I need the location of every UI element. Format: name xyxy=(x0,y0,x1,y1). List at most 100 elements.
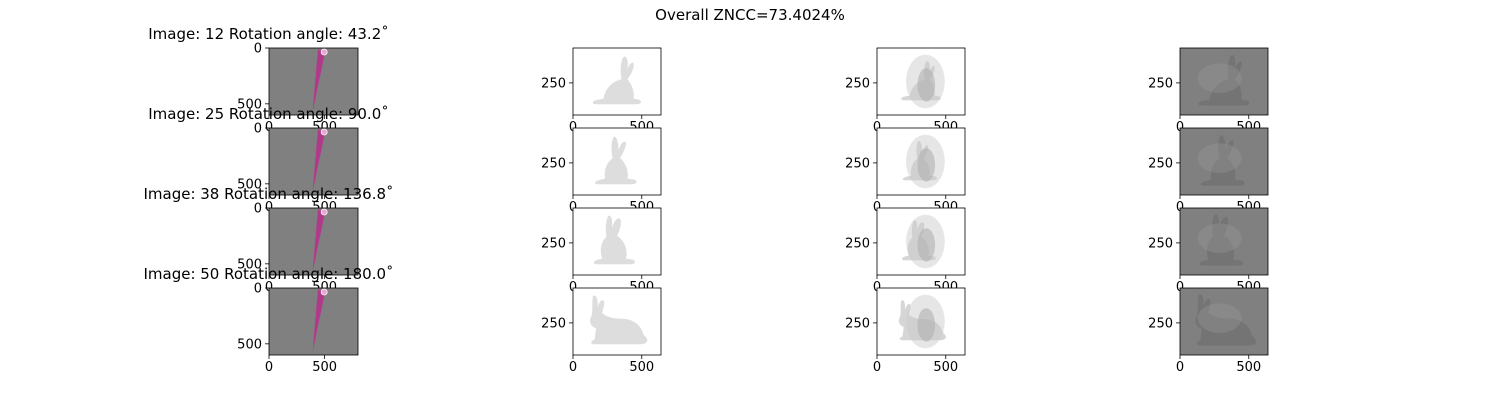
projection-wedge xyxy=(312,289,326,352)
projection-wedge xyxy=(312,129,326,192)
projection-wedge xyxy=(312,49,326,112)
reconstruction-core xyxy=(917,308,936,342)
panel-frame xyxy=(572,287,662,356)
panel-frame xyxy=(1179,287,1269,356)
panel-r1-c1-xtick-label: 0 xyxy=(265,120,273,135)
row-title: Image: 38 Rotation angle: 136.8˚ xyxy=(143,185,393,203)
panel-frame xyxy=(572,127,662,196)
panel-r3-c4-ytick-label: 250 xyxy=(1148,236,1173,251)
projection-wedge xyxy=(312,209,326,272)
panel-r1-c4-ytick-label: 250 xyxy=(1148,76,1173,91)
panel-r4-c4-xtick-label: 0 xyxy=(1176,360,1184,375)
source-marker xyxy=(320,128,328,136)
panel-r1-c1-ytick-label: 500 xyxy=(237,97,262,112)
reconstruction-core xyxy=(917,148,936,182)
bunny-difference xyxy=(1195,293,1257,346)
bunny-difference xyxy=(1200,135,1245,186)
panel-r4-c1-xtick-label: 500 xyxy=(312,360,337,375)
panel-r2-c1-ytick-label: 500 xyxy=(237,177,262,192)
panel-r1-c2-xtick-label: 0 xyxy=(569,120,577,135)
panel-r2-c3-ytick-label: 250 xyxy=(845,156,870,171)
panel-frame xyxy=(268,47,359,116)
panel-r4-c2-xtick-label: 0 xyxy=(569,360,577,375)
bunny-projection xyxy=(593,215,636,265)
bunny-difference xyxy=(1199,214,1244,266)
bunny-difference xyxy=(1198,55,1250,106)
panel-r3-c3-ytick-label: 250 xyxy=(845,236,870,251)
panel-frame xyxy=(876,47,966,116)
panel-r4-c3: 0 500 250 xyxy=(845,287,966,375)
panel-r3-c1-xtick-label: 0 xyxy=(265,280,273,295)
panel-r4-c2-ytick-label: 250 xyxy=(541,316,566,331)
panel-r4-c2: 0 500 250 xyxy=(541,287,662,375)
difference-halo xyxy=(1197,223,1242,253)
bunny-projection xyxy=(592,56,641,105)
panel-r4-c1-ytick-label: 0 xyxy=(254,282,262,297)
panel-frame xyxy=(876,287,966,356)
panel-r2-c4-ytick-label: 250 xyxy=(1148,156,1173,171)
panel-r2-c2-xtick-label: 0 xyxy=(569,200,577,215)
panel-frame xyxy=(876,207,966,276)
panel-r2-c4-xtick-label: 0 xyxy=(1176,200,1184,215)
panel-frame xyxy=(268,287,359,356)
panel-r1-c3-xtick-label: 0 xyxy=(873,120,881,135)
panel-r3-c2-ytick-label: 250 xyxy=(541,236,566,251)
panel-r1-c4-xtick-label: 0 xyxy=(1176,120,1184,135)
difference-halo xyxy=(1197,303,1242,333)
panel-r4-c1-ytick-label: 500 xyxy=(237,337,262,352)
panel-r4-c3-ytick-label: 250 xyxy=(845,316,870,331)
panel-r3-c4-xtick-label: 0 xyxy=(1176,280,1184,295)
panel-r3-c2-xtick-label: 0 xyxy=(569,280,577,295)
panel-r2-c3-xtick-label: 0 xyxy=(873,200,881,215)
panel-r4-c3-xtick-label: 0 xyxy=(873,360,881,375)
row-title: Image: 50 Rotation angle: 180.0˚ xyxy=(143,265,393,283)
difference-halo xyxy=(1197,63,1242,93)
row-title: Image: 12 Rotation angle: 43.2˚ xyxy=(148,25,389,43)
panel-frame xyxy=(572,47,662,116)
source-marker xyxy=(320,48,328,56)
panel-r3-c1-ytick-label: 500 xyxy=(237,257,262,272)
panel-frame xyxy=(876,127,966,196)
panel-r4-c4: 0 500 250 xyxy=(1148,287,1269,375)
panel-r3-c3-xtick-label: 0 xyxy=(873,280,881,295)
figure-title: Overall ZNCC=73.4024% xyxy=(655,6,845,24)
panel-r1-c3-ytick-label: 250 xyxy=(845,76,870,91)
reconstruction-core xyxy=(917,68,936,102)
panel-r4-c3-xtick-label: 500 xyxy=(933,360,958,375)
panel-r4-c2-xtick-label: 500 xyxy=(629,360,654,375)
panel-frame xyxy=(268,207,359,276)
panel-r2-c1-ytick-label: 0 xyxy=(254,122,262,137)
bunny-projection xyxy=(590,295,648,345)
panel-frame xyxy=(268,127,359,196)
panel-r4-c4-ytick-label: 250 xyxy=(1148,316,1173,331)
panel-frame xyxy=(1179,47,1269,116)
panel-r3-c1-ytick-label: 0 xyxy=(254,202,262,217)
panel-frame xyxy=(572,207,662,276)
panel-r4-c4-xtick-label: 500 xyxy=(1236,360,1261,375)
reconstruction-core xyxy=(917,228,936,262)
source-marker xyxy=(320,208,328,216)
panel-r4-c1-xtick-label: 0 xyxy=(265,360,273,375)
bunny-projection xyxy=(594,136,637,185)
row-title: Image: 25 Rotation angle: 90.0˚ xyxy=(148,105,389,123)
panel-frame xyxy=(1179,127,1269,196)
panel-r1-c2-ytick-label: 250 xyxy=(541,76,566,91)
difference-halo xyxy=(1197,143,1242,173)
panel-r2-c2-ytick-label: 250 xyxy=(541,156,566,171)
panel-r1-c1-ytick-label: 0 xyxy=(254,42,262,57)
panel-frame xyxy=(1179,207,1269,276)
